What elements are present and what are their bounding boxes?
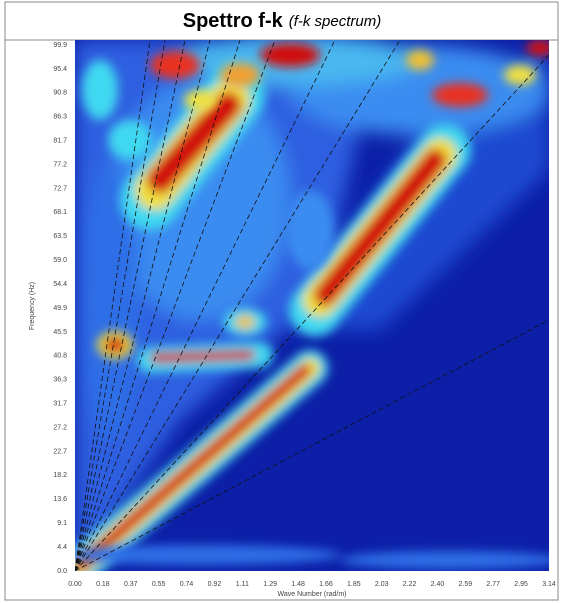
hot-spots — [75, 40, 549, 569]
y-tick-label: 45.5 — [53, 329, 67, 336]
y-tick-label: 0.0 — [57, 568, 67, 575]
y-tick-label: 13.6 — [53, 496, 67, 503]
ridges — [75, 65, 471, 571]
x-tick-label: 0.92 — [208, 581, 222, 588]
y-tick-label: 31.7 — [53, 400, 67, 407]
x-tick-label: 1.29 — [263, 581, 277, 588]
y-tick-label: 9.1 — [57, 520, 67, 527]
y-tick-label: 68.1 — [53, 209, 67, 216]
y-tick-label: 36.3 — [53, 377, 67, 384]
heatmap — [75, 40, 549, 571]
y-tick-label: 77.2 — [53, 161, 67, 168]
y-tick-label: 4.4 — [57, 544, 67, 551]
y-axis-label: Frequency (Hz) — [29, 282, 36, 330]
x-axis-label: Wave Number (rad/m) — [278, 591, 347, 598]
y-tick-label: 86.3 — [53, 114, 67, 121]
title-subtitle: (f-k spectrum) — [289, 13, 382, 30]
x-tick-label: 0.18 — [96, 581, 110, 588]
x-tick-label: 0.55 — [152, 581, 166, 588]
y-tick-label: 40.8 — [53, 353, 67, 360]
y-tick-label: 18.2 — [53, 472, 67, 479]
title-main: Spettro f-k — [183, 10, 284, 32]
y-tick-label: 63.5 — [53, 233, 67, 240]
x-tick-label: 1.11 — [236, 581, 249, 588]
y-tick-label: 59.0 — [53, 257, 67, 264]
y-tick-label: 90.8 — [53, 90, 67, 97]
y-tick-label: 99.9 — [53, 42, 67, 49]
y-axis: 0.0 4.4 9.1 13.6 18.2 22.7 27.2 31.7 36.3 40.8 45.… — [53, 42, 67, 575]
y-tick-label: 49.9 — [53, 305, 67, 312]
x-tick-label: 2.03 — [375, 581, 389, 588]
x-tick-label: 2.77 — [486, 581, 500, 588]
x-axis: 0.00 0.18 0.37 0.55 0.74 0.92 1.11 1.29 1.48 1.66… — [68, 581, 556, 588]
y-tick-label: 81.7 — [53, 137, 67, 144]
x-tick-label: 2.59 — [459, 581, 473, 588]
y-tick-label: 22.7 — [53, 448, 67, 455]
x-tick-label: 1.48 — [291, 581, 305, 588]
x-tick-label: 2.40 — [431, 581, 445, 588]
x-tick-label: 3.14 — [542, 581, 556, 588]
title: Spettro f-k (f-k spectrum) — [183, 10, 382, 32]
x-tick-label: 1.66 — [319, 581, 333, 588]
y-tick-label: 72.7 — [53, 185, 67, 192]
x-tick-label: 2.22 — [403, 581, 417, 588]
y-tick-label: 95.4 — [53, 66, 67, 73]
x-tick-label: 0.74 — [180, 581, 194, 588]
x-tick-label: 1.85 — [347, 581, 361, 588]
x-tick-label: 0.37 — [124, 581, 138, 588]
dispersion-lines — [75, 40, 549, 571]
x-tick-label: 2.95 — [514, 581, 528, 588]
y-tick-label: 27.2 — [53, 424, 67, 431]
x-tick-label: 0.00 — [68, 581, 82, 588]
y-tick-label: 54.4 — [53, 281, 67, 288]
